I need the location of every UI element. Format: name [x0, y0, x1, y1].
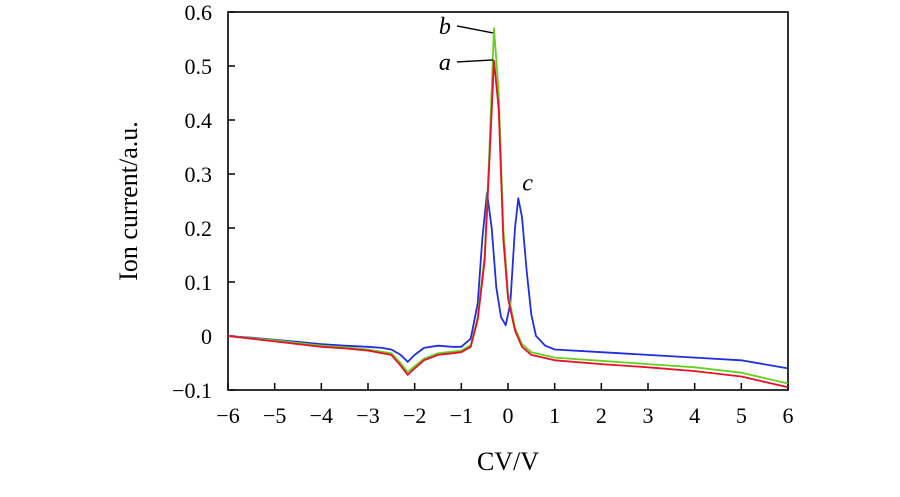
x-ticks: −6 −5 −4 −3 −2 −1 0 1 2 3 4 5 6: [216, 383, 794, 428]
annotation-label-b: b: [439, 14, 451, 40]
x-tick-label: −3: [356, 403, 379, 428]
x-tick-label: −4: [310, 403, 333, 428]
y-ticks: −0.1 0 0.1 0.2 0.3 0.4 0.5 0.6: [172, 0, 235, 403]
series-b-line: [227, 27, 789, 385]
x-tick-label: −1: [450, 403, 473, 428]
x-axis-title: CV/V: [477, 447, 539, 476]
x-tick-label: 5: [736, 403, 747, 428]
y-tick-label: 0.5: [185, 54, 213, 79]
annotation-label-a: a: [439, 50, 451, 76]
annotation-leader-a: [456, 59, 493, 63]
annotation-layer: ba c: [439, 14, 533, 196]
x-tick-label: −2: [403, 403, 426, 428]
y-tick-label: 0: [201, 324, 212, 349]
annotation-leader-b: [456, 25, 494, 34]
plot-frame: [227, 11, 789, 391]
y-tick-label: 0.3: [185, 162, 213, 187]
x-tick-label: −5: [263, 403, 286, 428]
x-tick-label: −6: [216, 403, 239, 428]
x-tick-label: 2: [596, 403, 607, 428]
x-tick-label: 3: [643, 403, 654, 428]
y-tick-label: 0.2: [185, 216, 213, 241]
y-tick-label: 0.1: [185, 270, 213, 295]
y-tick-label: 0.4: [185, 108, 213, 133]
x-tick-label: 6: [783, 403, 794, 428]
y-tick-label: 0.6: [185, 0, 213, 25]
x-tick-label: 1: [549, 403, 560, 428]
y-axis-title: Ion current/a.u.: [114, 121, 143, 281]
x-tick-label: 0: [503, 403, 514, 428]
annotation-label-c: c: [522, 170, 533, 196]
y-tick-label: −0.1: [172, 378, 212, 403]
series-layer: [227, 27, 789, 389]
series-a-line: [227, 59, 789, 389]
x-tick-label: 4: [689, 403, 700, 428]
series-c-line: [227, 192, 789, 370]
